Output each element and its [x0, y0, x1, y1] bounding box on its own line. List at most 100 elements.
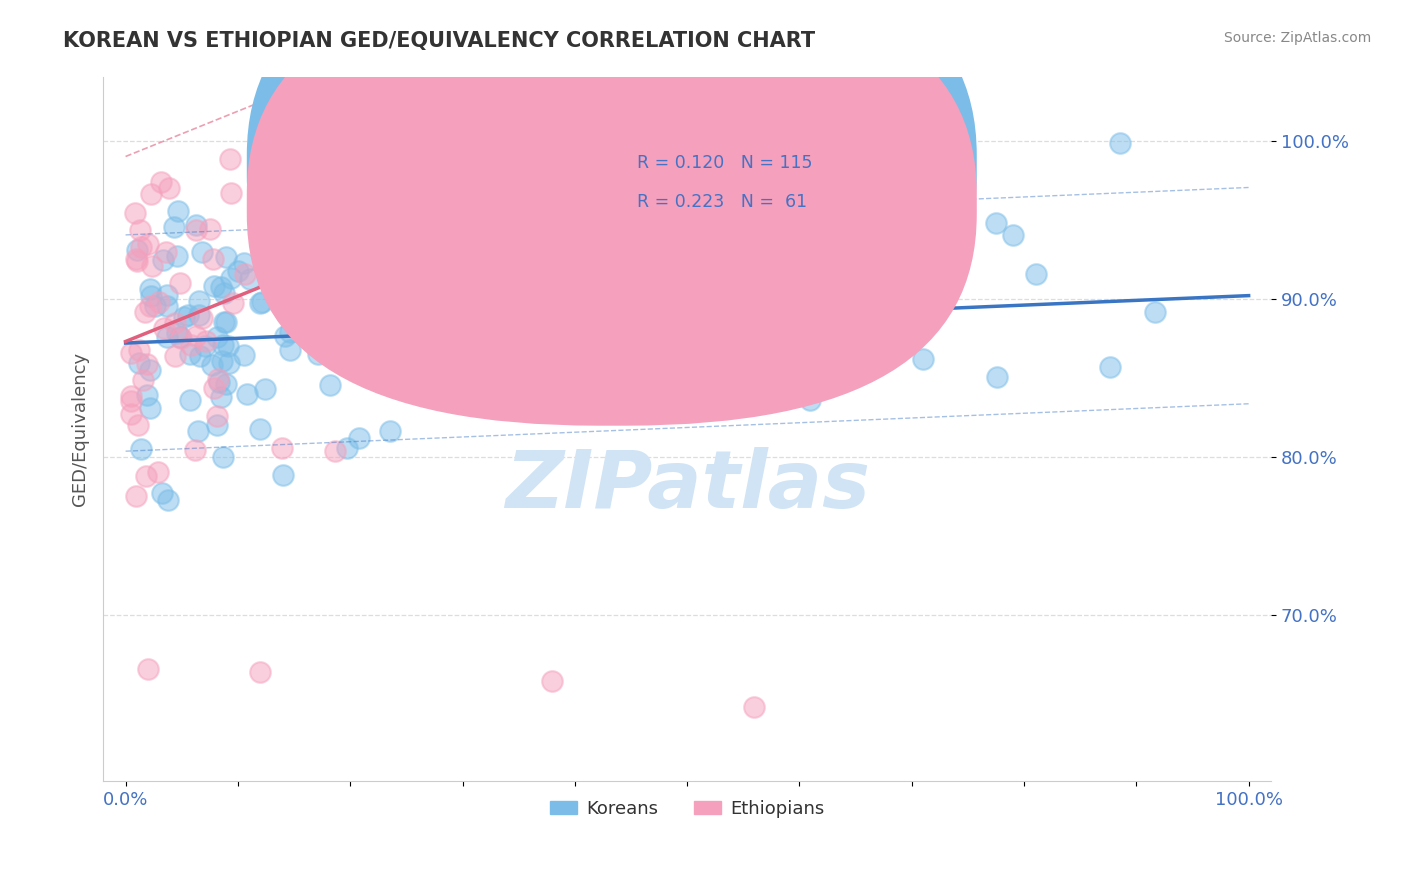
Point [270, 259, 292, 273]
Point [211, 354, 233, 368]
Point [179, 347, 201, 361]
Point [799, 392, 821, 407]
Point [208, 375, 231, 389]
Point [337, 225, 360, 239]
Point [173, 310, 195, 325]
Point [986, 370, 1008, 384]
Point [134, 305, 156, 319]
Point [215, 376, 238, 391]
Point [202, 279, 225, 293]
Point [307, 347, 329, 361]
FancyBboxPatch shape [582, 142, 886, 232]
Point [482, 282, 505, 296]
Point [188, 308, 211, 322]
Point [637, 322, 659, 336]
Point [851, 318, 873, 332]
Point [249, 295, 271, 310]
Point [191, 245, 214, 260]
Point [468, 326, 491, 341]
Point [125, 489, 148, 503]
Point [367, 261, 389, 276]
Point [920, 200, 942, 214]
Point [156, 329, 179, 343]
Point [321, 224, 343, 238]
Point [125, 244, 148, 258]
Point [911, 351, 934, 366]
Point [129, 442, 152, 457]
Point [285, 285, 308, 299]
Point [186, 222, 208, 236]
Point [477, 370, 499, 384]
Point [581, 160, 603, 174]
Point [135, 469, 157, 483]
Point [169, 330, 191, 344]
Y-axis label: GED/Equivalency: GED/Equivalency [72, 352, 89, 507]
Point [598, 282, 620, 296]
Point [127, 418, 149, 433]
Point [278, 326, 301, 340]
Point [602, 134, 624, 148]
Point [280, 301, 302, 316]
Point [984, 216, 1007, 230]
Point [120, 407, 142, 421]
Point [534, 326, 557, 340]
Point [825, 251, 848, 265]
Legend: Koreans, Ethiopians: Koreans, Ethiopians [543, 792, 831, 825]
Point [152, 253, 174, 268]
Point [139, 401, 162, 416]
Point [311, 308, 333, 322]
Point [932, 252, 955, 267]
Point [271, 467, 294, 482]
Point [215, 250, 238, 264]
Point [209, 280, 232, 294]
Point [392, 334, 415, 348]
Point [1025, 267, 1047, 281]
Point [124, 206, 146, 220]
Point [200, 358, 222, 372]
Point [201, 252, 224, 266]
Point [212, 450, 235, 464]
Point [249, 665, 271, 679]
Point [129, 240, 152, 254]
Point [221, 186, 243, 200]
Point [567, 134, 589, 148]
Point [704, 312, 727, 326]
Point [120, 393, 142, 408]
Point [139, 363, 162, 377]
Point [319, 377, 342, 392]
Point [232, 348, 254, 362]
Point [163, 349, 186, 363]
Point [1108, 136, 1130, 150]
Point [527, 400, 550, 414]
Point [195, 334, 218, 348]
Point [531, 202, 554, 216]
Text: KOREAN VS ETHIOPIAN GED/EQUIVALENCY CORRELATION CHART: KOREAN VS ETHIOPIAN GED/EQUIVALENCY CORR… [63, 31, 815, 51]
FancyBboxPatch shape [247, 0, 977, 387]
Point [212, 285, 235, 300]
Point [120, 346, 142, 360]
Point [239, 272, 262, 286]
Text: R = 0.223   N =  61: R = 0.223 N = 61 [637, 193, 807, 211]
Point [217, 339, 239, 353]
Point [1098, 359, 1121, 374]
Point [236, 386, 259, 401]
Point [179, 393, 201, 408]
Point [1002, 227, 1025, 242]
Point [193, 339, 215, 353]
Point [157, 493, 180, 508]
Point [325, 443, 347, 458]
Point [856, 235, 879, 249]
Point [209, 390, 232, 404]
Point [472, 234, 495, 248]
Point [589, 334, 612, 349]
Point [280, 343, 302, 357]
Point [157, 181, 180, 195]
Point [139, 289, 162, 303]
Point [150, 175, 173, 189]
Point [202, 381, 225, 395]
Point [347, 431, 370, 445]
Text: R = 0.120   N = 115: R = 0.120 N = 115 [637, 154, 813, 172]
Point [371, 277, 394, 291]
Text: ZIPatlas: ZIPatlas [505, 447, 870, 524]
Point [205, 409, 228, 423]
